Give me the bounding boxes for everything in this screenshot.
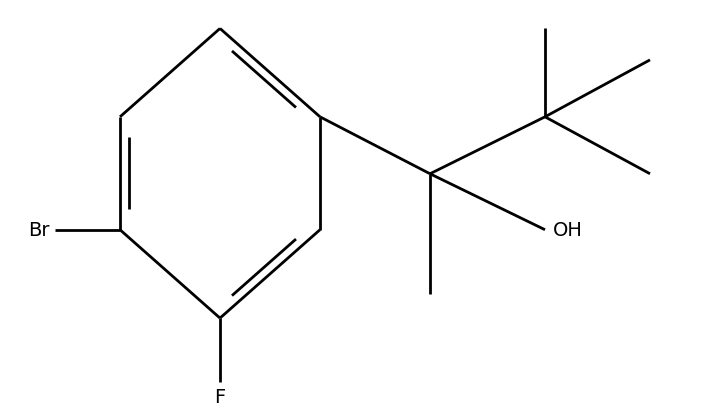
Text: OH: OH <box>553 221 583 240</box>
Text: Br: Br <box>29 221 50 240</box>
Text: F: F <box>214 387 225 406</box>
